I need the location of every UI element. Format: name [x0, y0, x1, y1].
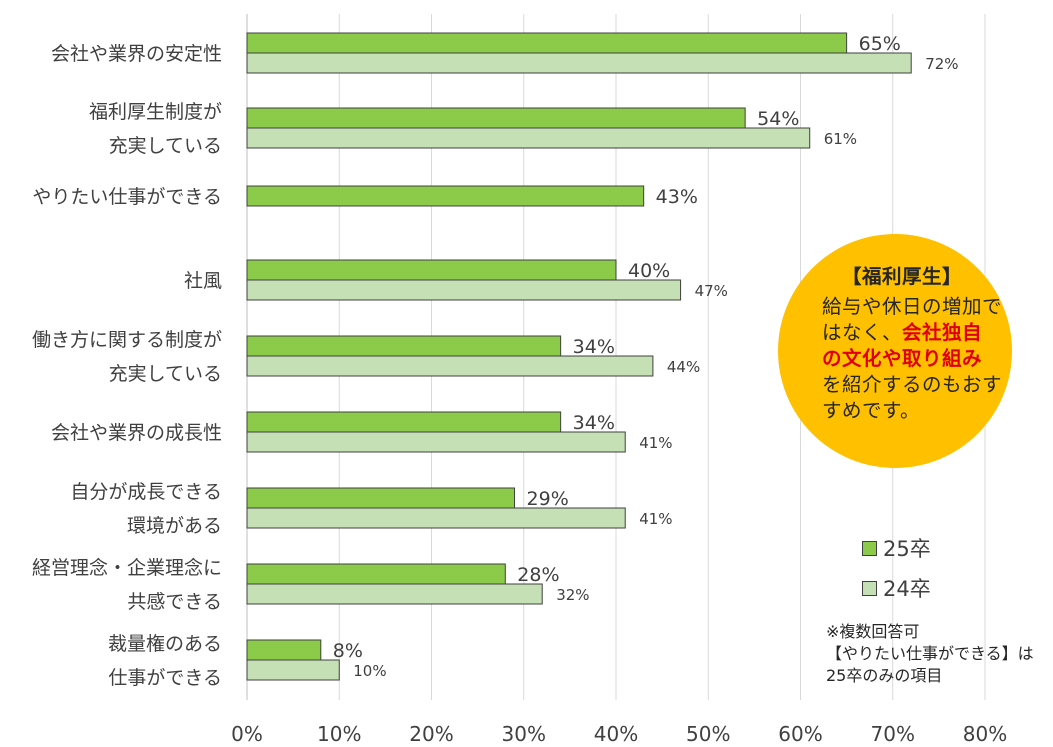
bar-label-25: 34% — [573, 412, 615, 434]
x-tick-label: 60% — [778, 722, 822, 746]
bar-label-25: 65% — [859, 33, 901, 55]
bar-24 — [246, 659, 340, 681]
callout-text-a: 給与や休日の増加ではなく、 — [822, 295, 1003, 344]
legend-item-24: 24卒 — [862, 568, 931, 608]
category-label: 社風 — [184, 270, 222, 292]
bar-label-24: 61% — [824, 130, 857, 148]
bar-25 — [246, 259, 617, 281]
bar-24 — [246, 355, 654, 377]
bar-label-24: 41% — [639, 434, 672, 452]
legend-swatch-24 — [862, 580, 877, 596]
category-label: 共感できる — [127, 591, 222, 613]
callout-text: 【福利厚生】給与や休日の増加ではなく、会社独自の文化や取り組みを紹介するのもおす… — [822, 264, 1002, 424]
bar-label-25: 28% — [517, 564, 559, 586]
bar-label-24: 41% — [639, 510, 672, 528]
bar-label-25: 40% — [628, 260, 670, 282]
footnote-line-2: 【やりたい仕事ができる】は — [826, 644, 1034, 663]
x-tick-label: 40% — [594, 722, 638, 746]
legend-label-25: 25卒 — [883, 537, 931, 561]
bar-25 — [246, 107, 746, 129]
x-tick-label: 80% — [963, 722, 1007, 746]
bar-label-25: 54% — [757, 108, 799, 130]
bar-label-25: 29% — [527, 488, 569, 510]
category-label: 働き方に関する制度が — [32, 329, 222, 351]
x-tick-label: 0% — [231, 722, 263, 746]
bar-25 — [246, 411, 562, 433]
legend-swatch-25 — [862, 540, 877, 556]
bar-label-24: 72% — [925, 55, 958, 73]
x-tick-label: 20% — [409, 722, 453, 746]
category-label: 環境がある — [127, 515, 222, 537]
bar-label-24: 10% — [353, 662, 386, 680]
bar-25 — [246, 185, 645, 207]
category-label: 裁量権のある — [108, 633, 222, 655]
bar-25 — [246, 563, 506, 585]
x-tick-label: 10% — [317, 722, 361, 746]
bar-25 — [246, 32, 848, 54]
legend: 25卒 24卒 — [862, 528, 931, 608]
x-tick-label: 70% — [871, 722, 915, 746]
category-label: 自分が成長できる — [70, 481, 222, 503]
bar-label-25: 34% — [573, 336, 615, 358]
callout-circle: 【福利厚生】給与や休日の増加ではなく、会社独自の文化や取り組みを紹介するのもおす… — [778, 234, 1012, 468]
bar-label-24: 47% — [695, 282, 728, 300]
category-label: 会社や業界の成長性 — [51, 422, 222, 444]
category-label: 福利厚生制度が — [89, 101, 222, 123]
legend-item-25: 25卒 — [862, 528, 931, 568]
bar-25 — [246, 335, 562, 357]
bar-25 — [246, 487, 516, 509]
bar-label-24: 44% — [667, 358, 700, 376]
bar-25 — [246, 639, 322, 661]
legend-label-24: 24卒 — [883, 577, 931, 601]
bar-24 — [246, 279, 682, 301]
bar-24 — [246, 431, 626, 453]
bar-24 — [246, 507, 626, 529]
x-tick-label: 30% — [502, 722, 546, 746]
footnote: ※複数回答可 【やりたい仕事ができる】は 25卒のみの項目 — [826, 621, 1034, 687]
bar-label-25: 8% — [333, 640, 363, 662]
x-tick-label: 50% — [686, 722, 730, 746]
category-label: 会社や業界の安定性 — [51, 43, 222, 65]
bar-label-25: 43% — [656, 186, 698, 208]
bar-24 — [246, 52, 912, 74]
category-label: 仕事ができる — [108, 667, 222, 689]
bar-24 — [246, 583, 543, 605]
category-label: やりたい仕事ができる — [32, 186, 222, 208]
callout-title: 【福利厚生】 — [841, 265, 962, 288]
footnote-line-3: 25卒のみの項目 — [826, 666, 943, 685]
callout-highlight: 会社独自の文化や取り組み — [822, 321, 983, 370]
bar-label-24: 32% — [556, 586, 589, 604]
callout-text-b: を紹介するのもおすすめです。 — [822, 373, 1003, 422]
bar-24 — [246, 127, 811, 149]
category-label: 経営理念・企業理念に — [32, 556, 222, 579]
category-label: 充実している — [109, 135, 222, 157]
footnote-line-1: ※複数回答可 — [826, 622, 920, 641]
category-label: 充実している — [109, 363, 222, 385]
